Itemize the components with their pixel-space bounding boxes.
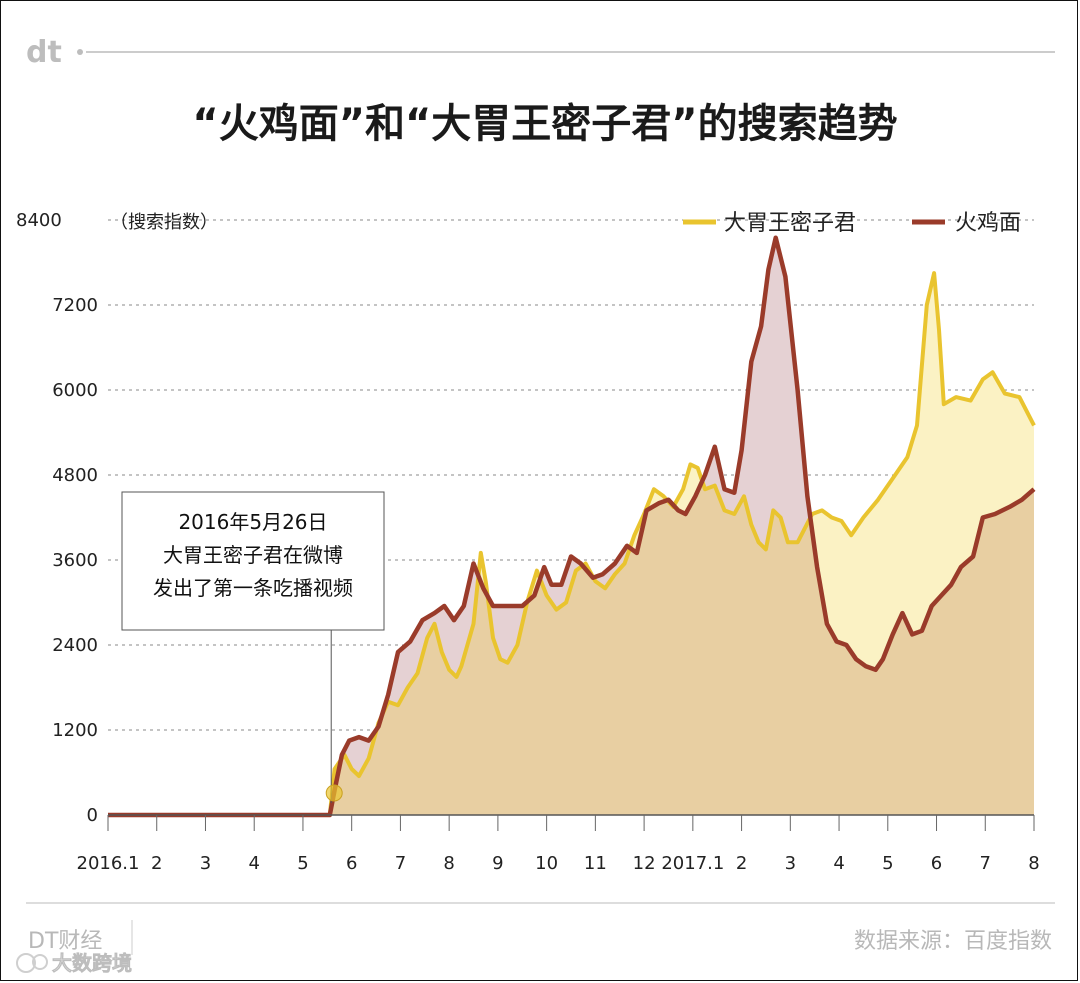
x-tick-label: 5 (882, 853, 893, 874)
x-tick-label: 6 (346, 853, 357, 874)
axis-layer: 0 1200 2400 3600 4800 6000 7200 8400 2016.1 2 3 4 5 6… (16, 210, 1040, 874)
legend-label-huojimian: 火鸡面 (955, 211, 1021, 236)
x-tick-label: 10 (535, 853, 558, 874)
x-tick-label: 8 (1028, 853, 1039, 874)
x-tick-label: 11 (584, 853, 607, 874)
x-tick-label: 4 (833, 853, 844, 874)
watermark-icon (16, 953, 36, 973)
annotation-line-3: 发出了第一条吃播视频 (153, 576, 353, 600)
logo-text: dt (26, 35, 62, 70)
legend: 大胃王密子君 火鸡面 (683, 211, 1021, 236)
watermark: 大数跨境 (16, 951, 132, 975)
area-fill-overlap (108, 273, 1034, 815)
annotation-marker (325, 784, 343, 802)
x-tick-label: 2 (736, 853, 747, 874)
annotation-line-1: 2016年5月26日 (178, 510, 327, 534)
x-tick-label: 3 (200, 853, 211, 874)
y-axis-label: （搜索指数） (110, 212, 218, 233)
x-tick-label: 8 (443, 853, 454, 874)
y-tick-label: 3600 (52, 550, 98, 571)
x-tick-label: 9 (492, 853, 503, 874)
chart-title: “火鸡面”和“大胃王密子君”的搜索趋势 (192, 101, 897, 147)
x-tick-label: 7 (980, 853, 991, 874)
x-tick-label: 4 (248, 853, 259, 874)
x-tick-label: 6 (931, 853, 942, 874)
annotation-line-2: 大胃王密子君在微博 (163, 543, 343, 567)
line-layer (108, 235, 1036, 818)
footer-source-brand: DT财经 (28, 929, 102, 954)
x-tick-label: 7 (395, 853, 406, 874)
area-layer (108, 237, 1034, 816)
legend-label-mizijun: 大胃王密子君 (724, 211, 856, 236)
logo-dot (77, 49, 83, 55)
y-tick-label: 4800 (52, 465, 98, 486)
x-tick-label: 12 (633, 853, 656, 874)
x-tick-label: 2 (151, 853, 162, 874)
annotation-box (121, 491, 385, 631)
footer-source: 数据来源：百度指数 (854, 929, 1052, 954)
series-line-huojimian (108, 235, 1036, 818)
series-line-mizijun (108, 271, 1036, 817)
x-tick-label: 3 (785, 853, 796, 874)
y-tick-label: 7200 (52, 295, 98, 316)
x-tick-label: 5 (297, 853, 308, 874)
annotation: 2016年5月26日 大胃王密子君在微博 发出了第一条吃播视频 (121, 491, 385, 803)
watermark-text: 大数跨境 (52, 951, 132, 975)
watermark-icon-inner (32, 954, 48, 970)
x-tick-label: 2017.1 (661, 853, 724, 874)
y-tick-label: 6000 (52, 380, 98, 401)
x-tick-label: 2016.1 (77, 853, 140, 874)
y-tick-label: 1200 (52, 720, 98, 741)
y-tick-label: 2400 (52, 635, 98, 656)
y-tick-label: 0 (87, 805, 98, 826)
y-tick-label: 8400 (16, 210, 62, 231)
